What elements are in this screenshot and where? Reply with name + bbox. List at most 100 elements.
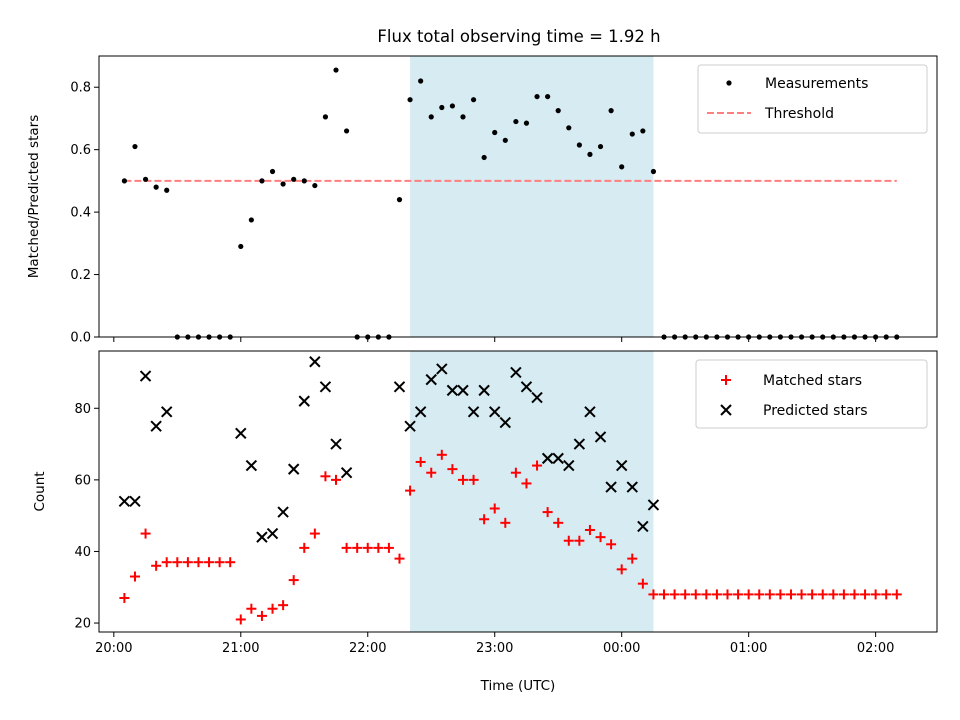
matched-point xyxy=(521,478,532,489)
x-tick-label: 00:00 xyxy=(603,641,640,656)
matched-point xyxy=(648,589,659,600)
y-tick-label: 0.6 xyxy=(70,143,91,158)
ratio-y-axis-label: Matched/Predicted stars xyxy=(26,115,42,278)
x-tick-label: 23:00 xyxy=(476,641,513,656)
matched-point xyxy=(542,507,553,518)
x-stroke xyxy=(584,406,596,418)
predicted-point xyxy=(605,481,617,493)
matched-point xyxy=(775,589,786,600)
matched-point xyxy=(659,589,670,600)
measurement-point xyxy=(545,93,551,100)
matched-point xyxy=(627,553,638,564)
matched-point xyxy=(373,542,384,553)
matched-point xyxy=(161,557,172,568)
predicted-point xyxy=(235,427,247,440)
predicted-point xyxy=(615,459,628,472)
x-stroke xyxy=(118,495,131,508)
measurement-point xyxy=(333,67,339,73)
legend-measurements-marker xyxy=(726,80,732,86)
measurement-point xyxy=(291,176,297,182)
x-stroke xyxy=(245,459,258,472)
matched-point xyxy=(267,603,278,614)
y-tick-label: 0.2 xyxy=(70,268,91,283)
matched-point xyxy=(246,603,257,614)
matched-point xyxy=(722,589,733,600)
measurement-point xyxy=(576,142,582,148)
matched-point xyxy=(584,524,595,535)
x-stroke xyxy=(129,495,141,508)
predicted-point xyxy=(245,459,258,472)
predicted-point xyxy=(510,366,522,379)
x-stroke xyxy=(626,481,638,493)
measurement-point xyxy=(164,187,170,193)
measurement-point xyxy=(608,108,614,114)
matched-point xyxy=(849,589,860,600)
predicted-point xyxy=(637,520,649,533)
ratio-panel: 0.00.20.40.60.8 Matched/Predicted stars … xyxy=(26,55,938,346)
matched-point xyxy=(489,503,500,514)
matched-point xyxy=(711,589,722,600)
x-stroke xyxy=(720,404,732,416)
predicted-point xyxy=(139,370,152,382)
measurement-point xyxy=(597,143,604,150)
matched-point xyxy=(405,485,416,496)
x-stroke xyxy=(520,381,533,393)
legend-threshold-label: Threshold xyxy=(764,106,834,122)
x-stroke xyxy=(436,363,448,375)
x-stroke xyxy=(563,459,575,472)
y-tick-label: 0.4 xyxy=(70,206,91,221)
x-stroke xyxy=(425,373,437,386)
matched-point xyxy=(394,553,405,564)
predicted-point xyxy=(446,384,459,397)
matched-point xyxy=(182,557,193,568)
legend-matched-marker xyxy=(721,375,731,385)
measurement-point xyxy=(523,120,530,126)
ratio-legend-box xyxy=(697,64,928,134)
y-tick-label: 0.0 xyxy=(70,331,91,346)
y-tick-label: 20 xyxy=(74,617,91,632)
measurement-point xyxy=(587,151,593,157)
x-stroke xyxy=(235,427,247,440)
matched-point xyxy=(299,542,310,553)
matched-point xyxy=(457,474,468,485)
predicted-point xyxy=(520,381,533,393)
predicted-point xyxy=(489,406,501,418)
measurement-point xyxy=(121,178,127,184)
measurement-point xyxy=(555,108,561,114)
measurement-point xyxy=(238,243,244,250)
measurement-point xyxy=(428,114,434,120)
x-stroke xyxy=(319,381,332,393)
x-stroke xyxy=(541,452,554,465)
predicted-point xyxy=(340,466,353,479)
matched-point xyxy=(426,467,437,478)
predicted-point xyxy=(150,420,162,432)
predicted-point xyxy=(457,384,469,397)
measurement-point xyxy=(470,97,477,103)
matched-point xyxy=(331,474,342,485)
predicted-point xyxy=(330,438,342,450)
x-stroke xyxy=(256,531,268,543)
predicted-point xyxy=(647,499,660,511)
x-stroke xyxy=(531,391,543,404)
predicted-point xyxy=(287,463,300,475)
predicted-point xyxy=(541,452,554,465)
measurement-point xyxy=(629,131,635,137)
matched-point xyxy=(204,557,215,568)
matched-point xyxy=(838,589,849,600)
predicted-point xyxy=(594,431,607,443)
x-stroke xyxy=(139,370,152,382)
predicted-point xyxy=(414,406,427,418)
matched-point xyxy=(680,589,691,600)
ratio-legend: Measurements Threshold xyxy=(697,64,928,134)
x-stroke xyxy=(393,381,406,393)
ratio-ticks: 0.0 0.2 0.4 0.6 0.8 xyxy=(70,81,877,346)
matched-point xyxy=(214,557,225,568)
x-tick-label: 22:00 xyxy=(349,641,386,656)
x-stroke xyxy=(161,406,173,418)
x-tick-label: 01:00 xyxy=(730,641,767,656)
predicted-point xyxy=(309,356,321,368)
matched-point xyxy=(193,557,204,568)
measurement-point xyxy=(312,182,318,189)
